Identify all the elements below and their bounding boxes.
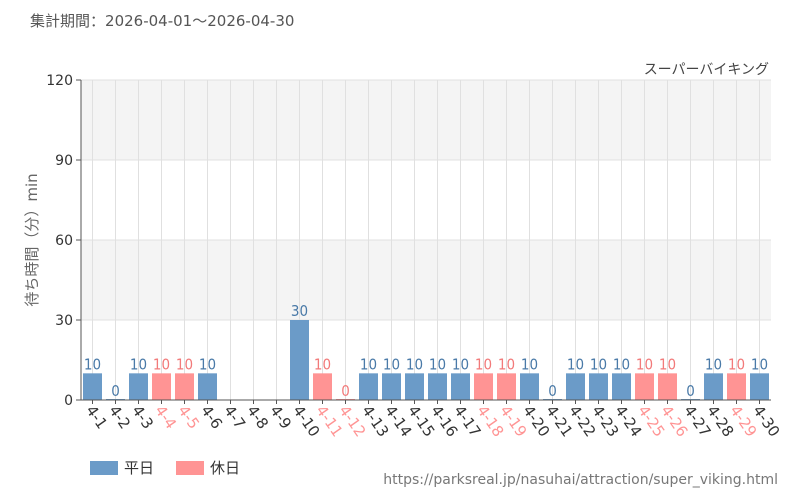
bar-value-label: 10	[636, 355, 653, 373]
bar	[727, 373, 746, 400]
legend-swatch-weekday	[90, 460, 118, 475]
legend-item-weekday: 平日	[90, 457, 154, 478]
bar-value-label: 10	[452, 355, 469, 373]
legend-swatch-holiday	[176, 460, 205, 475]
bar-value-label: 10	[567, 355, 584, 373]
chart-title: スーパーバイキング	[644, 62, 769, 78]
bar	[83, 373, 102, 400]
y-tick-label: 90	[55, 153, 73, 169]
bar	[612, 373, 631, 400]
bar	[313, 373, 332, 400]
bar-value-label: 10	[475, 355, 492, 373]
bar-value-label: 0	[548, 382, 557, 400]
bar-value-label: 10	[406, 355, 423, 373]
x-tick-label: 4-9	[266, 402, 295, 432]
bar-value-label: 10	[429, 355, 446, 373]
y-axis-label: 待ち時間（分）min	[23, 173, 41, 306]
bar	[497, 373, 516, 400]
bar	[520, 373, 539, 400]
grid-lines	[81, 79, 771, 400]
bar-value-label: 10	[728, 355, 745, 373]
bar-value-label: 10	[176, 355, 193, 373]
x-tick-labels: 4-14-24-34-44-54-64-74-84-94-104-114-124…	[82, 402, 783, 440]
x-tick-label: 4-3	[128, 402, 157, 432]
bar	[382, 373, 401, 400]
bar-value-label: 0	[111, 382, 120, 400]
bar-value-label: 10	[314, 355, 331, 373]
x-tick-label: 4-4	[151, 402, 180, 432]
bars	[83, 320, 769, 400]
legend-item-holiday: 休日	[176, 457, 240, 478]
bar	[704, 373, 723, 400]
bar-value-label: 0	[686, 382, 695, 400]
period-end: 2026-04-30	[207, 12, 295, 30]
bar-value-label: 10	[360, 355, 377, 373]
grid-band	[81, 240, 771, 320]
wait-time-chart: 10 0 10 10 10 10 30 10 0 10 10 10 10 10 10 10 10 0 10 10 10 1…	[23, 62, 783, 440]
grid-bands	[81, 80, 771, 320]
bar-value-label: 10	[613, 355, 630, 373]
bar	[566, 373, 585, 400]
bar	[129, 373, 148, 400]
bar	[198, 373, 217, 400]
bar-value-label: 10	[383, 355, 400, 373]
y-tick-label: 30	[55, 313, 73, 329]
bar-labels: 10 0 10 10 10 10 30 10 0 10 10 10 10 10 10 10 10 0 10 10 10 1…	[84, 302, 768, 400]
period-separator: ～	[192, 12, 208, 30]
legend-label-holiday: 休日	[210, 459, 241, 477]
x-tick-label: 4-6	[197, 402, 226, 432]
grid-band	[81, 80, 771, 160]
bar-value-label: 10	[590, 355, 607, 373]
period-start: 2026-04-01	[105, 12, 193, 30]
bar-value-label: 10	[659, 355, 676, 373]
bar-value-label: 10	[130, 355, 147, 373]
bar	[658, 373, 677, 400]
bar-value-label: 10	[498, 355, 515, 373]
bar	[635, 373, 654, 400]
bar-value-label: 10	[199, 355, 216, 373]
bar-value-label: 30	[291, 302, 308, 320]
bar	[451, 373, 470, 400]
y-tick-labels: 0 30 60 90 120	[46, 73, 73, 409]
y-tick-label: 120	[46, 73, 73, 89]
y-tick-label: 60	[55, 233, 73, 249]
bar	[175, 373, 194, 400]
bar-value-label: 10	[705, 355, 722, 373]
x-tick-label: 4-1	[82, 402, 111, 432]
period-colon: ：	[90, 12, 106, 30]
x-tick-label: 4-7	[220, 402, 249, 432]
legend-label-weekday: 平日	[124, 459, 155, 477]
bar	[474, 373, 493, 400]
bar-value-label: 10	[84, 355, 101, 373]
period-header: 集計期間：2026-04-01～2026-04-30	[30, 10, 294, 31]
x-tick-label: 4-2	[105, 402, 134, 432]
x-tick-label: 4-8	[243, 402, 272, 432]
bar	[750, 373, 769, 400]
x-tick-label: 4-5	[174, 402, 203, 432]
y-tick-label: 0	[64, 393, 73, 409]
bar	[290, 320, 309, 400]
bar	[428, 373, 447, 400]
bar	[405, 373, 424, 400]
bar-value-label: 10	[153, 355, 170, 373]
source-url: https://parksreal.jp/nasuhai/attraction/…	[383, 472, 778, 488]
bar-value-label: 10	[751, 355, 768, 373]
bar-value-label: 0	[341, 382, 350, 400]
bar	[152, 373, 171, 400]
bar-value-label: 10	[521, 355, 538, 373]
bar	[589, 373, 608, 400]
bar	[359, 373, 378, 400]
legend: 平日 休日	[90, 457, 240, 478]
period-label: 集計期間	[30, 12, 91, 30]
axes	[76, 79, 771, 404]
